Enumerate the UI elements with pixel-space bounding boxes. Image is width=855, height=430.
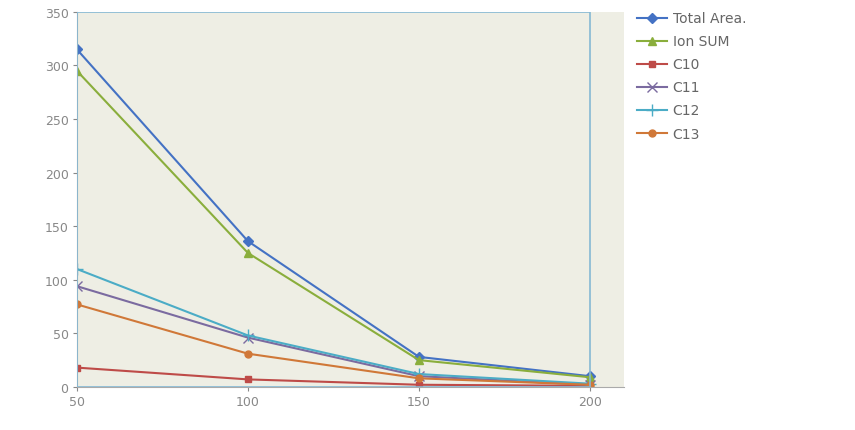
C10 (414, 382, 424, 387)
C12 (72, 267, 82, 272)
C10 (243, 377, 253, 382)
C11 (585, 382, 595, 387)
Line: C11: C11 (72, 282, 595, 390)
C13 (243, 351, 253, 356)
C13 (72, 302, 82, 307)
Legend: Total Area., Ion SUM, C10, C11, C12, C13: Total Area., Ion SUM, C10, C11, C12, C13 (637, 12, 746, 141)
Line: Total Area.: Total Area. (74, 47, 593, 380)
C12 (414, 372, 424, 377)
C11 (414, 374, 424, 379)
Line: C13: C13 (74, 301, 593, 388)
C10 (585, 384, 595, 389)
Total Area. (72, 48, 82, 53)
C10 (72, 365, 82, 370)
Line: C10: C10 (74, 364, 593, 390)
C12 (585, 381, 595, 387)
Ion SUM (72, 69, 82, 74)
Total Area. (243, 239, 253, 244)
Line: C12: C12 (71, 263, 596, 390)
Total Area. (414, 354, 424, 359)
C13 (414, 376, 424, 381)
C11 (243, 335, 253, 341)
C13 (585, 382, 595, 387)
Ion SUM (243, 251, 253, 256)
Total Area. (585, 374, 595, 379)
Ion SUM (414, 358, 424, 363)
Ion SUM (585, 375, 595, 380)
Line: Ion SUM: Ion SUM (73, 68, 594, 381)
C12 (243, 333, 253, 338)
C11 (72, 284, 82, 289)
